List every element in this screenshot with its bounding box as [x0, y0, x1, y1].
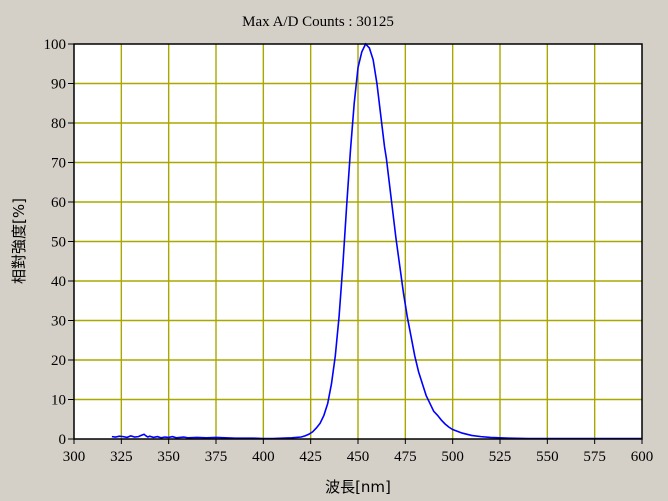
- y-tick-label: 0: [59, 432, 67, 448]
- y-tick-label: 80: [51, 116, 66, 132]
- spectrum-series-line: [111, 42, 642, 440]
- x-tick-label: 575: [583, 449, 606, 465]
- chart-title: Max A/D Counts : 30125: [242, 14, 394, 30]
- x-tick-label: 350: [157, 449, 180, 465]
- y-tick-label: 30: [51, 314, 66, 330]
- x-tick-label: 400: [252, 449, 275, 465]
- y-tick-label: 50: [51, 235, 66, 251]
- plot-frame: [73, 43, 643, 440]
- x-tick-label: 600: [631, 449, 654, 465]
- y-tick-label: 60: [51, 195, 66, 211]
- x-tick-label: 550: [536, 449, 559, 465]
- x-axis-ticks: 300 325 350 375 400 425 450 475 500 525 550 575 600: [63, 439, 654, 465]
- y-tick-label: 40: [51, 274, 66, 290]
- x-tick-label: 325: [110, 449, 133, 465]
- x-tick-label: 450: [347, 449, 370, 465]
- y-tick-label: 100: [44, 37, 67, 53]
- x-tick-label: 425: [299, 449, 322, 465]
- y-tick-label: 10: [51, 393, 66, 409]
- x-tick-label: 475: [394, 449, 417, 465]
- x-tick-label: 525: [489, 449, 512, 465]
- x-tick-label: 500: [441, 449, 464, 465]
- y-axis-label: 相對強度[%]: [10, 198, 28, 284]
- y-tick-label: 70: [51, 156, 66, 172]
- y-tick-label: 20: [51, 353, 66, 369]
- grid-lines: [74, 44, 642, 439]
- y-axis-ticks: 0 10 20 30 40 50 60 70 80 90 100: [44, 37, 74, 448]
- x-tick-label: 375: [205, 449, 228, 465]
- x-axis-label: 波長[nm]: [325, 478, 391, 496]
- x-tick-label: 300: [63, 449, 86, 465]
- y-tick-label: 90: [51, 77, 66, 93]
